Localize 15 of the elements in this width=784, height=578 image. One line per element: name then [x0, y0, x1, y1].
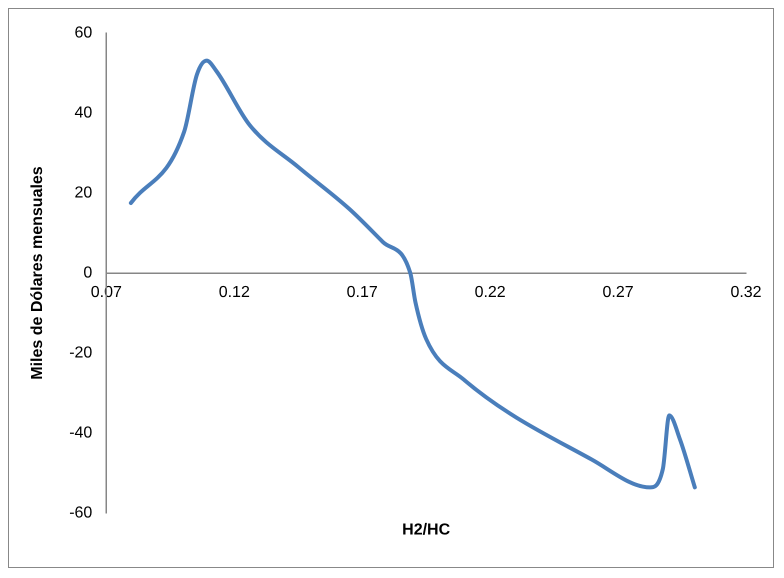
- y-axis-title: Miles de Dólares mensuales: [29, 166, 46, 380]
- y-tick-label: 60: [74, 24, 92, 42]
- y-tick-label: 0: [83, 264, 92, 282]
- y-tick-label: -20: [69, 344, 92, 362]
- x-tick-label: 0.12: [218, 284, 250, 302]
- x-tick-label: 0.22: [474, 284, 506, 302]
- x-tick-label: 0.17: [346, 284, 378, 302]
- y-tick-label: -40: [69, 424, 92, 442]
- x-tick-label: 0.27: [602, 284, 634, 302]
- x-axis-title: H2/HC: [402, 521, 451, 538]
- y-tick-label: 20: [74, 184, 92, 202]
- y-tick-label: 40: [74, 104, 92, 122]
- y-tick-label: -60: [69, 504, 92, 522]
- x-tick-label: 0.32: [730, 284, 762, 302]
- line-series: [128, 58, 697, 490]
